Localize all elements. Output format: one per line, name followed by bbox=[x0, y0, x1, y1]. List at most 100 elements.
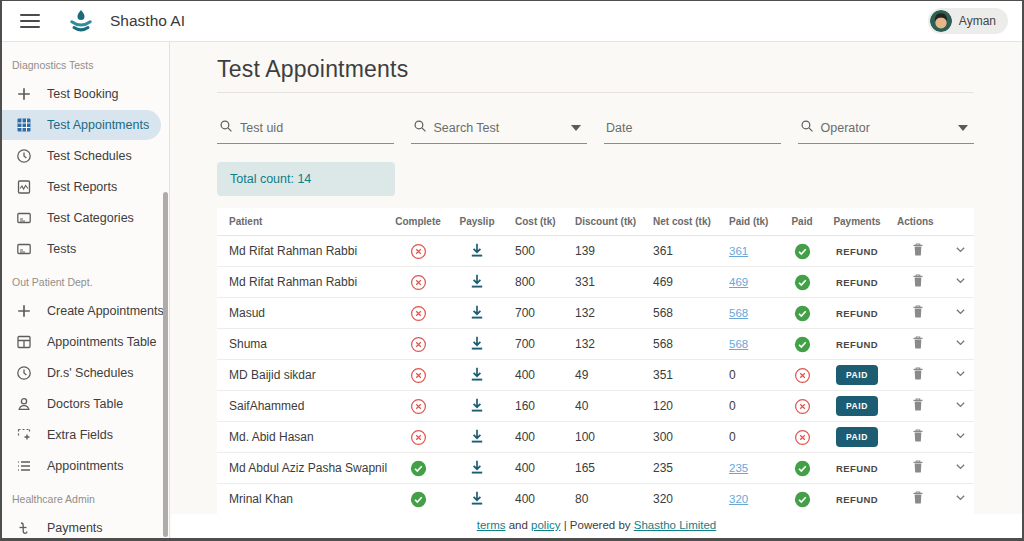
expand-row-button[interactable] bbox=[952, 427, 969, 447]
delete-button[interactable] bbox=[909, 426, 927, 448]
sidebar-item-test-reports[interactable]: Test Reports bbox=[2, 172, 169, 202]
footer-powered-text: | Powered by bbox=[564, 519, 631, 531]
discount-value: 132 bbox=[567, 337, 645, 351]
expand-row-button[interactable] bbox=[952, 365, 969, 385]
refund-button[interactable]: REFUND bbox=[836, 463, 878, 474]
title-divider bbox=[217, 92, 974, 93]
search-icon bbox=[800, 119, 814, 136]
sidebar-item-test-schedules[interactable]: Test Schedules bbox=[2, 141, 169, 171]
sidebar-item-extra-fields[interactable]: Extra Fields bbox=[2, 420, 169, 450]
payslip-download-button[interactable] bbox=[467, 240, 487, 263]
user-menu-button[interactable]: Ayman bbox=[928, 8, 1008, 34]
sidebar-item-test-appointments[interactable]: Test Appointments bbox=[2, 110, 161, 140]
column-header: Complete bbox=[389, 216, 447, 227]
sidebar-item-doctors-table[interactable]: Doctors Table bbox=[2, 389, 169, 419]
delete-button[interactable] bbox=[909, 395, 927, 417]
payslip-download-button[interactable] bbox=[467, 457, 487, 480]
payslip-download-button[interactable] bbox=[467, 395, 487, 418]
expand-row-button[interactable] bbox=[952, 334, 969, 354]
expand-row-button[interactable] bbox=[952, 272, 969, 292]
discount-value: 132 bbox=[567, 306, 645, 320]
refund-button[interactable]: REFUND bbox=[836, 308, 878, 319]
payslip-download-button[interactable] bbox=[467, 488, 487, 511]
main-area: Test Appointments Test uid Search Test D… bbox=[171, 42, 1022, 538]
sidebar-item-label: Create Appointments bbox=[47, 304, 164, 318]
caret-down-icon bbox=[571, 125, 581, 131]
expand-row-button[interactable] bbox=[952, 396, 969, 416]
delete-button[interactable] bbox=[909, 457, 927, 479]
paid-button[interactable]: PAID bbox=[836, 365, 878, 385]
paid-amount-link[interactable]: 568 bbox=[729, 307, 748, 319]
net-cost-value: 469 bbox=[645, 275, 721, 289]
payslip-download-button[interactable] bbox=[467, 271, 487, 294]
sidebar-item-test-categories[interactable]: Test Categories bbox=[2, 203, 169, 233]
expand-row-button[interactable] bbox=[952, 489, 969, 509]
payslip-download-button[interactable] bbox=[467, 333, 487, 356]
refund-button[interactable]: REFUND bbox=[836, 277, 878, 288]
payslip-download-button[interactable] bbox=[467, 364, 487, 387]
sidebar-item-create-appointments[interactable]: Create Appointments bbox=[2, 296, 169, 326]
net-cost-value: 235 bbox=[645, 461, 721, 475]
column-header: Paid bbox=[779, 216, 825, 227]
delete-button[interactable] bbox=[909, 364, 927, 386]
paid-button[interactable]: PAID bbox=[836, 427, 878, 447]
chevron-down-icon bbox=[954, 429, 967, 445]
trash-icon bbox=[911, 490, 925, 508]
table-row: Md. Abid Hasan 400 100 300 0 PAID bbox=[217, 422, 974, 453]
terms-link[interactable]: terms bbox=[477, 519, 506, 531]
paid-amount-link[interactable]: 361 bbox=[729, 245, 748, 257]
column-header: Payslip bbox=[447, 216, 507, 227]
sidebar-scrollbar[interactable] bbox=[163, 192, 168, 537]
trash-icon bbox=[911, 428, 925, 446]
paid-button[interactable]: PAID bbox=[836, 396, 878, 416]
delete-button[interactable] bbox=[909, 333, 927, 355]
filter-date-input[interactable]: Date bbox=[604, 116, 781, 144]
sidebar-item-appointments[interactable]: Appointments bbox=[2, 451, 169, 481]
paid-amount-link[interactable]: 469 bbox=[729, 276, 748, 288]
sidebar-item-drs-schedules[interactable]: Dr.s' Schedules bbox=[2, 358, 169, 388]
refund-button[interactable]: REFUND bbox=[836, 339, 878, 350]
sidebar-item-label: Test Booking bbox=[47, 87, 119, 101]
company-link[interactable]: Shastho Limited bbox=[634, 519, 716, 531]
extra-fields-icon bbox=[15, 427, 32, 444]
menu-icon[interactable] bbox=[20, 14, 40, 28]
refund-button[interactable]: REFUND bbox=[836, 494, 878, 505]
table-row: Md Abdul Aziz Pasha Swapnil 400 165 235 … bbox=[217, 453, 974, 484]
cost-value: 160 bbox=[507, 399, 567, 413]
app-window: Shastho AI Ayman Diagnostics Tests Test … bbox=[0, 0, 1024, 541]
column-header: Actions bbox=[889, 216, 947, 227]
paid-amount-link[interactable]: 568 bbox=[729, 338, 748, 350]
column-header: Paid (tk) bbox=[721, 216, 779, 227]
paid-amount-link[interactable]: 235 bbox=[729, 462, 748, 474]
paid-amount: 0 bbox=[729, 368, 736, 382]
sidebar-section-label: Diagnostics Tests bbox=[2, 48, 169, 78]
cost-value: 800 bbox=[507, 275, 567, 289]
complete-x-icon bbox=[389, 305, 447, 322]
delete-button[interactable] bbox=[909, 302, 927, 324]
sidebar-item-tests[interactable]: Tests bbox=[2, 234, 169, 264]
download-icon bbox=[469, 304, 485, 323]
search-icon bbox=[219, 119, 233, 136]
filter-test-uid-input[interactable]: Test uid bbox=[217, 116, 394, 144]
delete-button[interactable] bbox=[909, 271, 927, 293]
policy-link[interactable]: policy bbox=[531, 519, 560, 531]
payslip-download-button[interactable] bbox=[467, 426, 487, 449]
sidebar-item-test-booking[interactable]: Test Booking bbox=[2, 79, 169, 109]
filter-search-test-input[interactable]: Search Test bbox=[411, 116, 588, 144]
sidebar-item-appointments-table[interactable]: Appointments Table bbox=[2, 327, 169, 357]
cost-value: 500 bbox=[507, 244, 567, 258]
expand-row-button[interactable] bbox=[952, 458, 969, 478]
paid-amount-link[interactable]: 320 bbox=[729, 493, 748, 505]
patient-name: Md Rifat Rahman Rabbi bbox=[217, 244, 389, 258]
sidebar-item-payments[interactable]: Payments bbox=[2, 513, 169, 538]
patient-name: SaifAhammed bbox=[217, 399, 389, 413]
delete-button[interactable] bbox=[909, 240, 927, 262]
refund-button[interactable]: REFUND bbox=[836, 246, 878, 257]
payslip-download-button[interactable] bbox=[467, 302, 487, 325]
net-cost-value: 300 bbox=[645, 430, 721, 444]
discount-value: 49 bbox=[567, 368, 645, 382]
expand-row-button[interactable] bbox=[952, 303, 969, 323]
expand-row-button[interactable] bbox=[952, 241, 969, 261]
delete-button[interactable] bbox=[909, 488, 927, 510]
filter-operator-input[interactable]: Operator bbox=[798, 116, 975, 144]
